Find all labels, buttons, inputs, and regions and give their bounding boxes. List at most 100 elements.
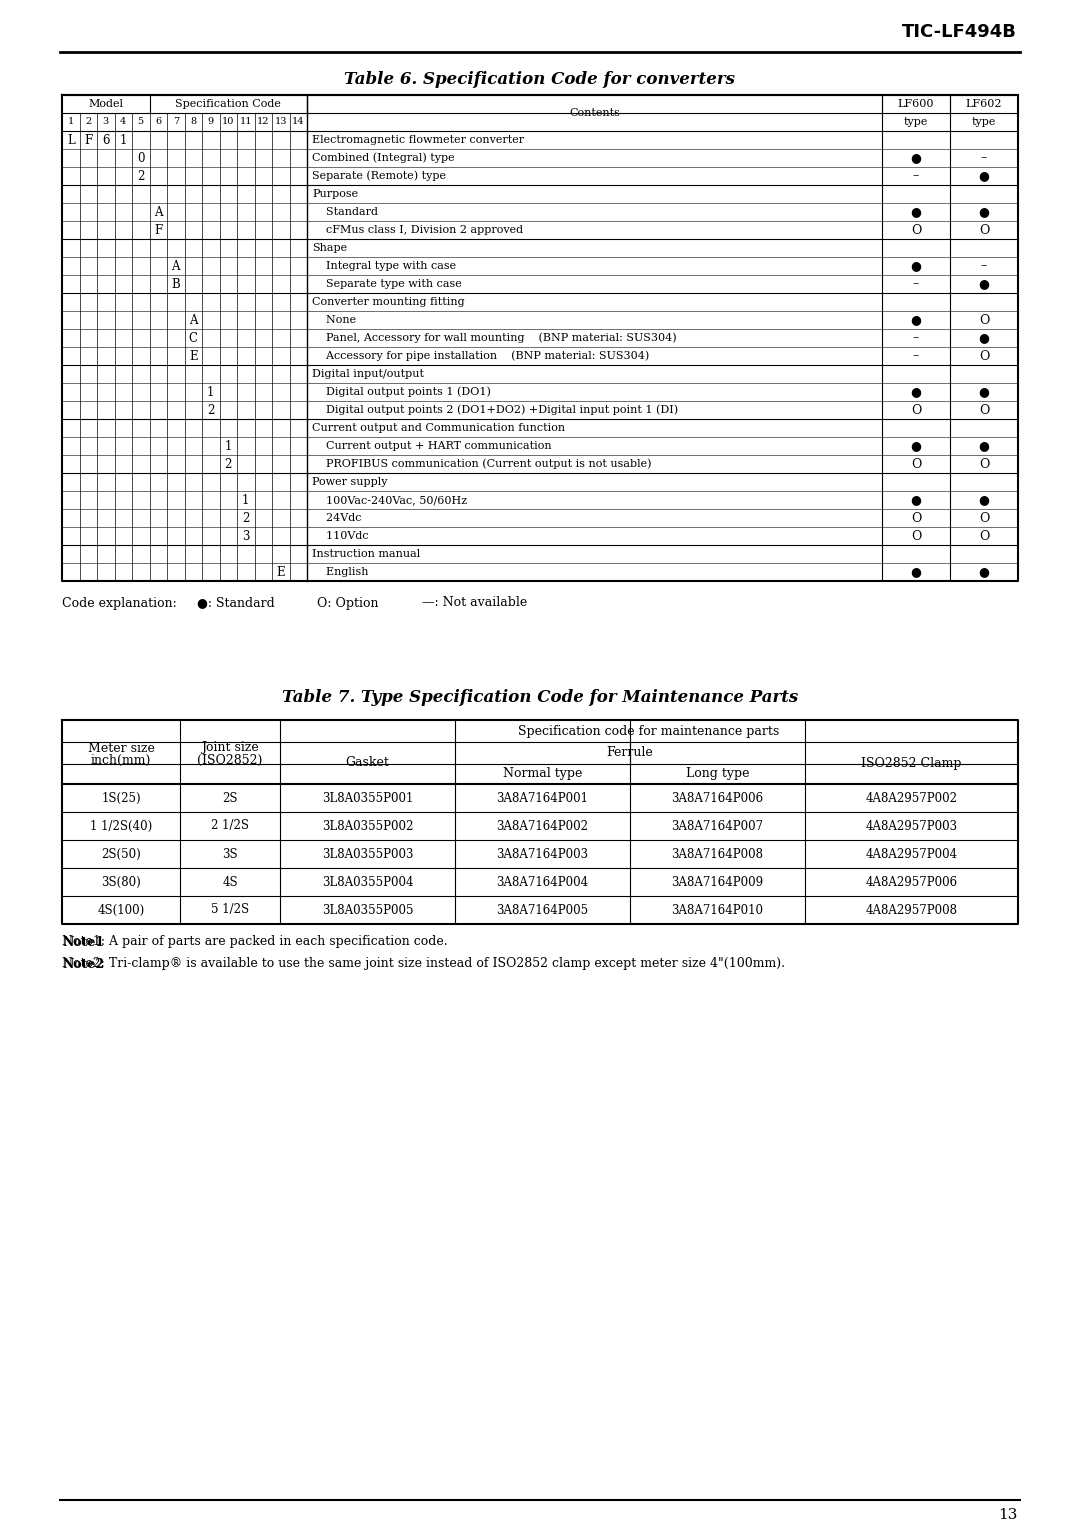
Text: A: A (154, 205, 162, 219)
Text: –: – (981, 151, 987, 165)
Text: 3A8A7164P004: 3A8A7164P004 (497, 876, 589, 888)
Text: 4A8A2957P008: 4A8A2957P008 (865, 903, 958, 917)
Text: 3A8A7164P009: 3A8A7164P009 (672, 876, 764, 888)
Text: Normal type: Normal type (503, 767, 582, 781)
Text: O: O (978, 223, 989, 237)
Text: 3A8A7164P007: 3A8A7164P007 (672, 819, 764, 833)
Text: Panel, Accessory for wall mounting    (BNP material: SUS304): Panel, Accessory for wall mounting (BNP … (312, 333, 677, 344)
Text: 1: 1 (225, 440, 232, 452)
Text: Separate (Remote) type: Separate (Remote) type (312, 171, 446, 182)
Text: Instruction manual: Instruction manual (312, 549, 420, 559)
Text: 4A8A2957P003: 4A8A2957P003 (865, 819, 958, 833)
Text: Note2: Note2 (62, 958, 104, 970)
Text: ●: ● (978, 565, 989, 579)
Text: 4S: 4S (222, 876, 238, 888)
Text: ●: ● (910, 385, 921, 399)
Text: Table 6. Specification Code for converters: Table 6. Specification Code for converte… (345, 72, 735, 89)
Text: O: O (978, 313, 989, 327)
Text: Shape: Shape (312, 243, 347, 254)
Text: LF600: LF600 (897, 99, 934, 108)
Text: 1: 1 (207, 385, 215, 399)
Text: —: Not available: —: Not available (422, 596, 527, 610)
Text: 12: 12 (257, 118, 270, 127)
Text: 3S(80): 3S(80) (102, 876, 140, 888)
Text: E: E (189, 350, 198, 362)
Text: Separate type with case: Separate type with case (312, 280, 462, 289)
Text: Contents: Contents (569, 108, 620, 118)
Text: inch(mm): inch(mm) (91, 753, 151, 767)
Text: ●: ● (978, 332, 989, 344)
Text: 0: 0 (137, 151, 145, 165)
Text: –: – (913, 170, 919, 182)
Text: Gasket: Gasket (346, 756, 390, 770)
Text: 24Vdc: 24Vdc (312, 513, 362, 523)
Text: 14: 14 (292, 118, 305, 127)
Text: 1: 1 (242, 494, 249, 506)
Text: 3A8A7164P008: 3A8A7164P008 (672, 848, 764, 860)
Text: PROFIBUS communication (Current output is not usable): PROFIBUS communication (Current output i… (312, 458, 651, 469)
Text: –: – (913, 350, 919, 362)
Text: None: None (312, 315, 356, 325)
Text: 2S(50): 2S(50) (102, 848, 140, 860)
Text: Digital input/output: Digital input/output (312, 368, 424, 379)
Text: C: C (189, 332, 198, 344)
Text: 4A8A2957P002: 4A8A2957P002 (865, 792, 958, 805)
Text: 2: 2 (207, 403, 215, 417)
Text: ●: ● (910, 151, 921, 165)
Text: Purpose: Purpose (312, 189, 359, 199)
Text: Accessory for pipe installation    (BNP material: SUS304): Accessory for pipe installation (BNP mat… (312, 351, 649, 361)
Text: English: English (312, 567, 368, 578)
Text: O: O (978, 403, 989, 417)
Text: Meter size: Meter size (87, 741, 154, 755)
Text: O: O (978, 530, 989, 542)
Text: 5: 5 (137, 118, 144, 127)
Text: ●: ● (978, 385, 989, 399)
Text: Note2: Tri-clamp® is available to use the same joint size instead of ISO2852 cla: Note2: Tri-clamp® is available to use th… (62, 958, 785, 970)
Text: 7: 7 (173, 118, 179, 127)
Text: O: Option: O: Option (318, 596, 378, 610)
Text: Specification Code: Specification Code (175, 99, 281, 108)
Text: Digital output points 1 (DO1): Digital output points 1 (DO1) (312, 387, 491, 397)
Text: 2: 2 (85, 118, 92, 127)
Text: ●: ● (978, 205, 989, 219)
Text: O: O (978, 350, 989, 362)
Text: type: type (904, 118, 928, 127)
Text: 5 1/2S: 5 1/2S (211, 903, 249, 917)
Text: A: A (189, 313, 198, 327)
Text: 2: 2 (225, 457, 232, 471)
Text: O: O (978, 512, 989, 524)
Text: ●: ● (978, 494, 989, 506)
Text: 13: 13 (274, 118, 287, 127)
Text: 1: 1 (120, 133, 127, 147)
Text: ●: ● (910, 260, 921, 272)
Text: 11: 11 (240, 118, 252, 127)
Text: 3S: 3S (222, 848, 238, 860)
Text: O: O (910, 530, 921, 542)
Text: 100Vac-240Vac, 50/60Hz: 100Vac-240Vac, 50/60Hz (312, 495, 468, 504)
Text: Note1: Note1 (62, 935, 104, 949)
Text: ●: ● (910, 565, 921, 579)
Text: Combined (Integral) type: Combined (Integral) type (312, 153, 455, 163)
Text: 3A8A7164P006: 3A8A7164P006 (672, 792, 764, 805)
Text: (ISO2852): (ISO2852) (198, 753, 262, 767)
Text: ●: ● (910, 494, 921, 506)
Text: Model: Model (89, 99, 123, 108)
Text: –: – (913, 332, 919, 344)
Text: O: O (910, 403, 921, 417)
Text: 8: 8 (190, 118, 197, 127)
Text: Digital output points 2 (DO1+DO2) +Digital input point 1 (DI): Digital output points 2 (DO1+DO2) +Digit… (312, 405, 678, 416)
Text: cFMus class I, Division 2 approved: cFMus class I, Division 2 approved (312, 225, 523, 235)
Text: –: – (981, 260, 987, 272)
Text: type: type (972, 118, 996, 127)
Text: Current output and Communication function: Current output and Communication functio… (312, 423, 565, 432)
Text: ●: ● (978, 278, 989, 290)
Text: 4: 4 (120, 118, 126, 127)
Text: O: O (910, 223, 921, 237)
Text: 3A8A7164P001: 3A8A7164P001 (497, 792, 589, 805)
Text: 110Vdc: 110Vdc (312, 532, 368, 541)
Text: TIC-LF494B: TIC-LF494B (902, 23, 1017, 41)
Text: Current output + HART communication: Current output + HART communication (312, 442, 552, 451)
Text: E: E (276, 565, 285, 579)
Text: ISO2852 Clamp: ISO2852 Clamp (861, 756, 962, 770)
Text: 3L8A0355P005: 3L8A0355P005 (322, 903, 414, 917)
